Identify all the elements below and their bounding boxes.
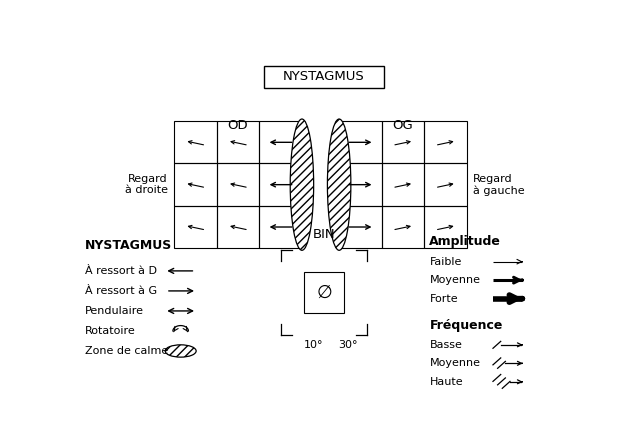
Text: Moyenne: Moyenne	[429, 275, 480, 285]
Text: Moyenne: Moyenne	[429, 358, 480, 368]
Text: Forte: Forte	[429, 293, 458, 304]
Text: Pendulaire: Pendulaire	[85, 306, 144, 316]
Text: Regard
à droite: Regard à droite	[125, 174, 168, 195]
Bar	[304, 272, 344, 313]
Bar	[382, 206, 424, 248]
Bar	[174, 164, 216, 206]
Bar	[339, 206, 382, 248]
Text: Haute: Haute	[429, 377, 463, 387]
Text: Basse: Basse	[429, 340, 462, 350]
Bar	[424, 206, 467, 248]
Ellipse shape	[327, 119, 351, 250]
Text: 10°: 10°	[304, 340, 323, 350]
Text: Zone de calme: Zone de calme	[85, 346, 168, 356]
Bar	[174, 206, 216, 248]
Text: $\varnothing$: $\varnothing$	[316, 284, 332, 302]
Bar	[216, 164, 260, 206]
Bar	[424, 164, 467, 206]
Bar	[260, 121, 302, 164]
Text: OG: OG	[392, 119, 413, 132]
Bar	[382, 121, 424, 164]
Text: Amplitude: Amplitude	[429, 236, 501, 249]
Bar	[339, 121, 382, 164]
Text: Rotatoire: Rotatoire	[85, 326, 135, 336]
Text: À ressort à G: À ressort à G	[85, 286, 157, 296]
Text: 30°: 30°	[339, 340, 358, 350]
Text: OD: OD	[228, 119, 248, 132]
Ellipse shape	[290, 119, 314, 250]
Text: NYSTAGMUS: NYSTAGMUS	[283, 70, 365, 83]
Text: NYSTAGMUS: NYSTAGMUS	[85, 238, 172, 252]
Text: Fréquence: Fréquence	[429, 319, 503, 332]
Bar	[382, 164, 424, 206]
Text: Regard
à gauche: Regard à gauche	[473, 173, 525, 196]
Text: BIN: BIN	[313, 228, 335, 241]
Bar	[174, 121, 216, 164]
Bar	[260, 164, 302, 206]
Bar	[216, 121, 260, 164]
Ellipse shape	[165, 345, 196, 357]
Text: À ressort à D: À ressort à D	[85, 266, 156, 276]
Bar	[260, 206, 302, 248]
Bar	[424, 121, 467, 164]
Bar	[264, 66, 384, 88]
Text: Faible: Faible	[429, 257, 462, 267]
Bar	[216, 206, 260, 248]
Bar	[339, 164, 382, 206]
